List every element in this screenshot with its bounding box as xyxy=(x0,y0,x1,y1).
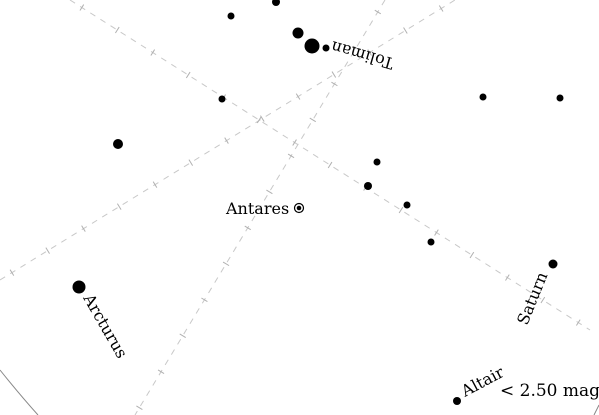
horizon-edge-right xyxy=(593,404,599,415)
grid-tick xyxy=(331,81,338,87)
star[interactable] xyxy=(272,0,280,6)
grid-tick xyxy=(309,117,317,123)
grid-tick xyxy=(260,115,265,122)
grid-tick xyxy=(374,9,382,15)
star[interactable] xyxy=(322,44,330,52)
grid-tick xyxy=(292,139,297,146)
grid-tick xyxy=(403,27,408,34)
grid-tick xyxy=(434,229,439,236)
grid-tick xyxy=(295,93,301,100)
grid-tick xyxy=(256,116,262,124)
star[interactable] xyxy=(403,201,411,209)
grid-tick xyxy=(150,49,156,56)
grid-tick xyxy=(398,206,404,214)
label-toliman: Toliman xyxy=(329,37,396,73)
star-altair[interactable] xyxy=(453,397,461,405)
grid-tick xyxy=(438,5,444,12)
grid-tick xyxy=(367,49,372,56)
grid-tick xyxy=(152,181,158,188)
grid-tick xyxy=(352,45,360,51)
grid-tick xyxy=(79,4,85,11)
grid-tick xyxy=(136,405,143,410)
grid-tick xyxy=(81,225,86,232)
label-saturn: Saturn xyxy=(513,269,551,327)
grid-tick xyxy=(201,297,208,303)
horizon-edge xyxy=(0,369,39,415)
label-antares: Antares xyxy=(225,199,289,218)
grid-tick xyxy=(188,159,194,166)
label-arcturus: Arcturus xyxy=(79,290,131,362)
star[interactable] xyxy=(364,182,372,190)
planet-saturn[interactable] xyxy=(548,259,558,269)
grid-tick xyxy=(224,137,229,144)
star[interactable] xyxy=(479,93,487,101)
star-arcturus[interactable] xyxy=(72,280,86,294)
grid-tick xyxy=(114,26,120,34)
star[interactable] xyxy=(292,27,304,39)
grid-tick xyxy=(116,203,122,210)
grid-tick xyxy=(575,319,581,326)
grid-tick xyxy=(505,274,510,281)
grid-tick xyxy=(331,71,337,78)
antares-marker[interactable] xyxy=(293,202,305,214)
grid-tick xyxy=(9,269,15,276)
star[interactable] xyxy=(113,139,123,149)
grid-tick xyxy=(185,71,191,79)
star[interactable] xyxy=(227,12,235,20)
star[interactable] xyxy=(556,94,564,102)
grid-tick xyxy=(469,251,475,259)
grid-tick xyxy=(327,161,333,169)
stars xyxy=(72,0,564,405)
star[interactable] xyxy=(373,158,381,166)
grid-tick xyxy=(540,296,546,304)
magnitude-limit: < 2.50 mag xyxy=(500,381,599,401)
star[interactable] xyxy=(218,95,226,103)
grid-tick xyxy=(179,333,186,339)
grid-tick xyxy=(244,225,251,231)
grid-tick xyxy=(287,153,295,159)
star-toliman[interactable] xyxy=(304,38,320,54)
grid-tick xyxy=(266,189,273,195)
grid-tick xyxy=(222,261,230,267)
grid-tick xyxy=(157,369,165,374)
grid-tick xyxy=(45,247,50,254)
star[interactable] xyxy=(427,238,435,246)
